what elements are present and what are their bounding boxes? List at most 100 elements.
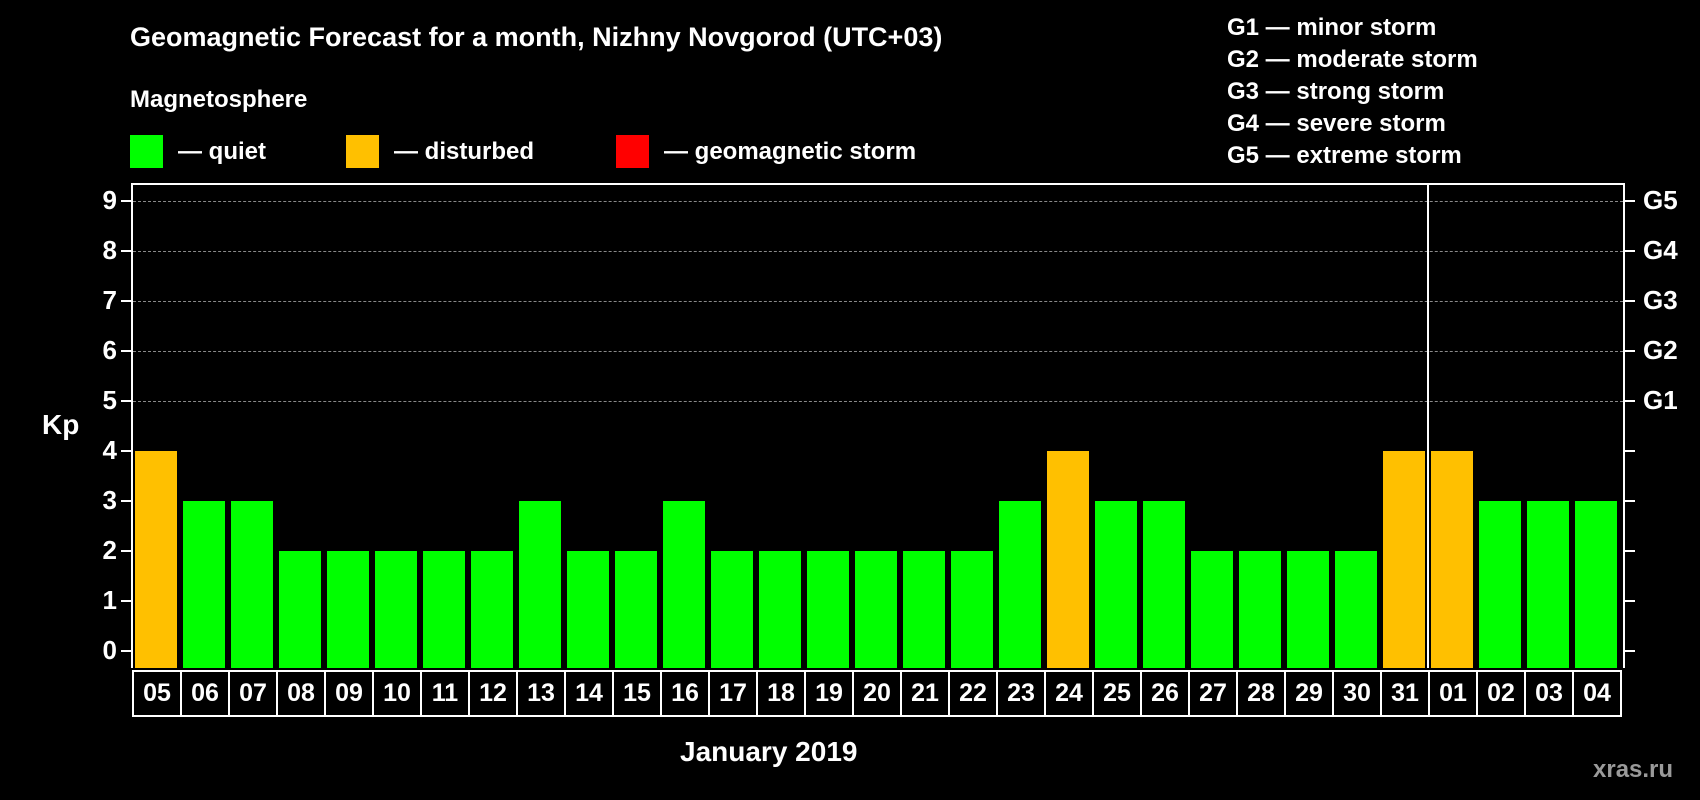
bar-10 — [375, 551, 417, 668]
date-cell-16: 16 — [660, 670, 710, 717]
y-tick-right — [1625, 450, 1635, 452]
date-cell-06: 06 — [180, 670, 230, 717]
date-cell-14: 14 — [564, 670, 614, 717]
bar-25 — [1095, 501, 1137, 668]
gridline — [133, 301, 1623, 302]
storm-level-axis-label: G2 — [1643, 335, 1678, 365]
date-cell-21: 21 — [900, 670, 950, 717]
y-axis-label: Kp — [42, 409, 80, 440]
storm-level-axis-label: G5 — [1643, 185, 1678, 215]
date-cell-27: 27 — [1188, 670, 1238, 717]
gridline — [133, 201, 1623, 202]
date-cell-09: 09 — [324, 670, 374, 717]
y-tick-right — [1625, 250, 1635, 252]
date-cell-13: 13 — [516, 670, 566, 717]
bar-08 — [279, 551, 321, 668]
bar-11 — [423, 551, 465, 668]
y-tick-label: 3 — [102, 485, 117, 515]
date-cell-10: 10 — [372, 670, 422, 717]
legend-label-disturbed: — disturbed — [394, 138, 535, 165]
y-tick-label: 1 — [102, 585, 117, 615]
date-cell-20: 20 — [852, 670, 902, 717]
y-tick-right — [1625, 550, 1635, 552]
bar-02 — [1479, 501, 1521, 668]
date-cell-18: 18 — [756, 670, 806, 717]
storm-level-axis-label: G1 — [1643, 385, 1678, 415]
storm-level-g1: G1 — minor storm — [1227, 14, 1437, 41]
y-tick-right — [1625, 500, 1635, 502]
storm-level-g4: G4 — severe storm — [1227, 110, 1446, 137]
legend-swatch-disturbed — [346, 135, 379, 168]
date-cell-24: 24 — [1044, 670, 1094, 717]
y-tick — [121, 550, 131, 552]
legend-heading: Magnetosphere — [130, 86, 308, 113]
x-axis-label: January 2019 — [680, 736, 858, 767]
bar-15 — [615, 551, 657, 668]
y-tick-right — [1625, 200, 1635, 202]
y-tick-label: 5 — [102, 385, 117, 415]
y-tick-label: 6 — [102, 335, 117, 365]
storm-level-g2: G2 — moderate storm — [1227, 46, 1478, 73]
date-cell-08: 08 — [276, 670, 326, 717]
y-tick-label: 9 — [102, 185, 117, 215]
bar-04 — [1575, 501, 1617, 668]
bar-23 — [999, 501, 1041, 668]
plot-area — [131, 183, 1625, 668]
y-tick-right — [1625, 400, 1635, 402]
date-cell-07: 07 — [228, 670, 278, 717]
bar-31 — [1383, 451, 1425, 668]
watermark: xras.ru — [1593, 756, 1674, 783]
y-tick — [121, 650, 131, 652]
bar-24 — [1047, 451, 1089, 668]
bar-26 — [1143, 501, 1185, 668]
bar-13 — [519, 501, 561, 668]
date-cell-12: 12 — [468, 670, 518, 717]
legend-label-storm: — geomagnetic storm — [664, 138, 917, 165]
y-tick — [121, 400, 131, 402]
bar-22 — [951, 551, 993, 668]
y-tick — [121, 350, 131, 352]
bar-16 — [663, 501, 705, 668]
date-cell-23: 23 — [996, 670, 1046, 717]
bar-09 — [327, 551, 369, 668]
date-cell-25: 25 — [1092, 670, 1142, 717]
y-tick — [121, 450, 131, 452]
bar-28 — [1239, 551, 1281, 668]
y-tick — [121, 200, 131, 202]
date-cell-04: 04 — [1572, 670, 1622, 717]
y-tick-label: 2 — [102, 535, 117, 565]
bar-01 — [1431, 451, 1473, 668]
y-tick-label: 4 — [102, 435, 117, 465]
date-cell-01: 01 — [1428, 670, 1478, 717]
date-cell-15: 15 — [612, 670, 662, 717]
y-tick-right — [1625, 300, 1635, 302]
y-tick-right — [1625, 650, 1635, 652]
bar-30 — [1335, 551, 1377, 668]
gridline — [133, 401, 1623, 402]
y-tick — [121, 250, 131, 252]
y-tick-label: 0 — [102, 635, 117, 665]
chart-title: Geomagnetic Forecast for a month, Nizhny… — [130, 22, 943, 52]
bar-05 — [135, 451, 177, 668]
storm-level-axis-label: G4 — [1643, 235, 1678, 265]
bar-03 — [1527, 501, 1569, 668]
legend-swatch-quiet — [130, 135, 163, 168]
y-tick-label: 7 — [102, 285, 117, 315]
date-cell-31: 31 — [1380, 670, 1430, 717]
storm-level-g3: G3 — strong storm — [1227, 78, 1445, 105]
bar-19 — [807, 551, 849, 668]
bar-29 — [1287, 551, 1329, 668]
bar-06 — [183, 501, 225, 668]
date-cell-02: 02 — [1476, 670, 1526, 717]
y-tick-label: 8 — [102, 235, 117, 265]
y-tick — [121, 600, 131, 602]
date-cell-29: 29 — [1284, 670, 1334, 717]
legend-label-quiet: — quiet — [178, 138, 266, 165]
bar-17 — [711, 551, 753, 668]
bar-14 — [567, 551, 609, 668]
date-cell-26: 26 — [1140, 670, 1190, 717]
storm-level-g5: G5 — extreme storm — [1227, 142, 1462, 169]
gridline — [133, 251, 1623, 252]
storm-level-axis-label: G3 — [1643, 285, 1678, 315]
date-cell-05: 05 — [132, 670, 182, 717]
